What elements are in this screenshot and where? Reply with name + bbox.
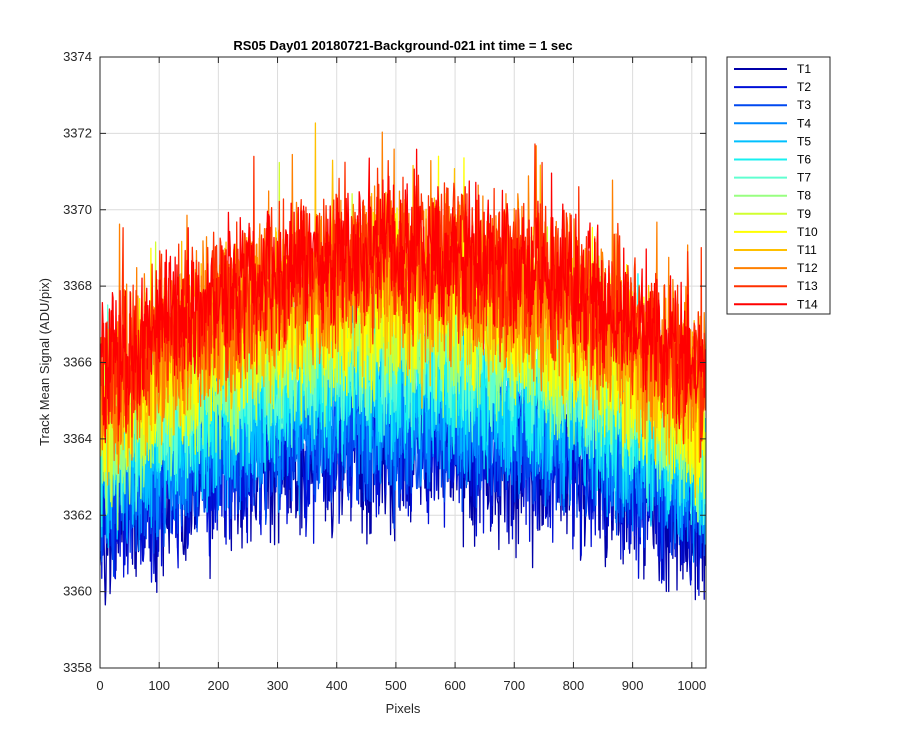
legend[interactable]: T1 T2 T3 T4 T5 T6 T7 T8 T9 T10 T11 T12 T13 T14 (726, 56, 831, 315)
legend-label: T3 (797, 98, 811, 112)
x-tick-label: 700 (503, 678, 525, 693)
legend-item-t7[interactable]: T7 (734, 171, 811, 185)
legend-items: T1 T2 T3 T4 T5 T6 T7 T8 T9 T10 T11 T12 T13 T14 (734, 62, 818, 311)
legend-item-t11[interactable]: T11 (734, 243, 817, 257)
legend-label: T8 (797, 189, 811, 203)
x-tick-label: 900 (622, 678, 644, 693)
y-axis-label: Track Mean Signal (ADU/pix) (37, 278, 52, 446)
legend-label: T6 (797, 153, 811, 167)
x-tick-label: 100 (148, 678, 170, 693)
legend-label: T11 (797, 243, 817, 257)
y-tick-label: 3374 (63, 49, 92, 64)
legend-item-t1[interactable]: T1 (734, 62, 811, 76)
y-tick-label: 3366 (63, 355, 92, 370)
legend-label: T7 (797, 171, 811, 185)
x-tick-label: 400 (326, 678, 348, 693)
legend-label: T4 (797, 116, 811, 130)
x-tick-label: 1000 (677, 678, 706, 693)
x-tick-label: 200 (208, 678, 230, 693)
x-axis-label: Pixels (386, 701, 421, 716)
x-tick-label: 300 (267, 678, 289, 693)
legend-item-t5[interactable]: T5 (734, 134, 811, 148)
legend-label: T14 (797, 297, 818, 311)
x-tick-label: 800 (563, 678, 585, 693)
legend-box (726, 56, 831, 315)
y-tick-label: 3368 (63, 278, 92, 293)
y-tick-label: 3362 (63, 507, 92, 522)
legend-item-t2[interactable]: T2 (734, 80, 811, 94)
series-line-t14 (100, 148, 706, 444)
legend-item-t13[interactable]: T13 (734, 279, 818, 293)
legend-label: T1 (797, 62, 811, 76)
legend-label: T9 (797, 207, 811, 221)
legend-item-t8[interactable]: T8 (734, 189, 811, 203)
legend-item-t3[interactable]: T3 (734, 98, 811, 112)
y-tick-label: 3372 (63, 125, 92, 140)
tick-layer: 0 100 200 300 400 500 600 700 800 900 1000 3358 3360… (63, 49, 706, 693)
legend-item-t6[interactable]: T6 (734, 153, 811, 167)
legend-item-t9[interactable]: T9 (734, 207, 811, 221)
chart-title: RS05 Day01 20180721-Background-021 int t… (233, 38, 572, 53)
x-tick-label: 500 (385, 678, 407, 693)
legend-item-t10[interactable]: T10 (734, 225, 818, 239)
y-tick-label: 3360 (63, 584, 92, 599)
legend-label: T12 (797, 261, 818, 275)
legend-label: T5 (797, 134, 811, 148)
y-tick-label: 3364 (63, 431, 92, 446)
series-layer (100, 122, 706, 606)
x-tick-label: 0 (96, 678, 103, 693)
legend-item-t14[interactable]: T14 (734, 297, 818, 311)
legend-label: T2 (797, 80, 811, 94)
y-tick-label: 3358 (63, 660, 92, 675)
y-tick-label: 3370 (63, 202, 92, 217)
x-tick-label: 600 (444, 678, 466, 693)
legend-label: T13 (797, 279, 818, 293)
legend-item-t4[interactable]: T4 (734, 116, 811, 130)
legend-label: T10 (797, 225, 818, 239)
legend-item-t12[interactable]: T12 (734, 261, 818, 275)
